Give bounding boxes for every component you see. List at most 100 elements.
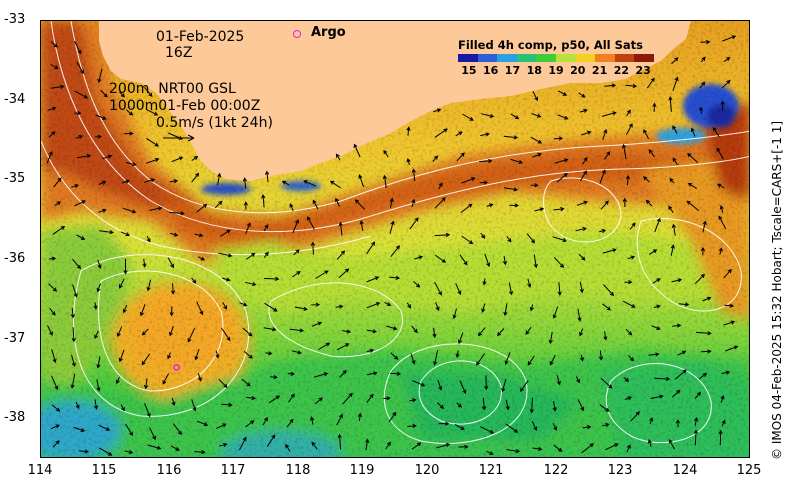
current-vector bbox=[433, 108, 442, 113]
current-vector bbox=[506, 449, 521, 454]
current-vector bbox=[144, 87, 153, 98]
argo-legend-marker bbox=[293, 30, 301, 38]
current-vector bbox=[575, 376, 580, 384]
current-vector bbox=[141, 353, 151, 366]
current-vector bbox=[215, 350, 220, 359]
current-vector bbox=[76, 234, 86, 240]
current-vector bbox=[141, 328, 149, 336]
current-vector bbox=[549, 354, 556, 366]
current-vector bbox=[693, 416, 699, 426]
x-tick-label: 123 bbox=[607, 463, 633, 478]
current-vector bbox=[598, 228, 607, 234]
current-vector bbox=[265, 170, 270, 183]
current-vector bbox=[497, 328, 505, 337]
current-vector bbox=[98, 180, 107, 185]
current-vector bbox=[76, 61, 84, 75]
current-vector bbox=[481, 397, 487, 411]
current-vector bbox=[167, 352, 172, 360]
current-vector bbox=[338, 268, 350, 279]
current-vector bbox=[294, 306, 308, 311]
current-vector bbox=[600, 200, 609, 210]
current-vector bbox=[577, 200, 588, 206]
current-vector bbox=[598, 350, 604, 361]
current-vector bbox=[693, 429, 699, 446]
current-vector bbox=[95, 114, 107, 120]
current-vector bbox=[269, 374, 278, 380]
current-vector bbox=[409, 217, 419, 230]
current-vector bbox=[461, 177, 476, 184]
current-vector bbox=[716, 183, 725, 189]
current-vector bbox=[139, 304, 146, 317]
current-vector bbox=[648, 249, 658, 255]
map-date: 01-Feb-2025 bbox=[156, 29, 245, 45]
colorbar-label: 23 bbox=[635, 64, 651, 77]
current-vector bbox=[509, 203, 520, 208]
current-vector bbox=[244, 281, 257, 287]
current-vector bbox=[720, 395, 725, 403]
current-vector bbox=[313, 372, 329, 378]
current-vector bbox=[599, 404, 610, 412]
current-vector bbox=[581, 130, 592, 136]
current-vector bbox=[49, 307, 56, 316]
current-vector bbox=[553, 256, 565, 268]
current-vector bbox=[672, 157, 679, 166]
current-vector bbox=[288, 393, 295, 403]
current-vector bbox=[672, 76, 679, 92]
current-vector bbox=[118, 349, 125, 363]
depth-info-line2: 1000m01-Feb 00:00Z bbox=[109, 98, 261, 114]
current-vector bbox=[72, 258, 82, 270]
current-vector bbox=[556, 374, 561, 386]
current-vector bbox=[338, 221, 343, 236]
colorbar-label: 16 bbox=[483, 64, 499, 77]
current-vector bbox=[125, 423, 133, 436]
current-vector bbox=[433, 350, 439, 366]
current-vector bbox=[647, 438, 652, 448]
current-vector bbox=[532, 152, 542, 158]
x-tick-label: 116 bbox=[156, 463, 182, 478]
current-vector bbox=[599, 169, 606, 184]
current-vector bbox=[97, 68, 103, 84]
current-vector bbox=[577, 308, 582, 322]
current-vector bbox=[672, 125, 678, 134]
current-vector bbox=[720, 100, 725, 111]
current-vector bbox=[525, 326, 532, 335]
current-vector bbox=[477, 327, 486, 337]
sst-map[interactable] bbox=[40, 20, 750, 458]
current-vector bbox=[242, 327, 253, 337]
current-vector bbox=[724, 303, 735, 308]
current-vector bbox=[461, 235, 474, 245]
current-vector bbox=[434, 197, 446, 209]
current-vector bbox=[687, 152, 699, 163]
current-vector bbox=[215, 423, 227, 429]
current-vector bbox=[687, 182, 698, 190]
current-vector bbox=[93, 302, 98, 310]
current-vector bbox=[94, 134, 103, 139]
current-vector bbox=[553, 136, 564, 141]
colorbar-label: 17 bbox=[504, 64, 521, 77]
current-vector bbox=[437, 402, 445, 410]
current-vector bbox=[335, 197, 340, 207]
current-vector bbox=[603, 151, 611, 160]
current-vector bbox=[459, 380, 467, 395]
current-vector bbox=[383, 149, 389, 158]
current-vector bbox=[578, 92, 586, 98]
current-vector bbox=[643, 129, 650, 140]
current-vector bbox=[602, 248, 617, 254]
x-tick-label: 115 bbox=[91, 463, 117, 478]
current-vector bbox=[557, 282, 562, 296]
current-vector bbox=[481, 303, 486, 313]
current-vector bbox=[725, 345, 739, 352]
current-vector bbox=[382, 174, 387, 189]
current-vector bbox=[220, 327, 231, 342]
current-vector bbox=[339, 369, 347, 378]
current-vector bbox=[645, 199, 653, 207]
current-vector bbox=[145, 157, 160, 164]
current-vector bbox=[629, 222, 636, 230]
current-vector bbox=[702, 220, 707, 233]
current-vector bbox=[455, 283, 462, 296]
current-vector bbox=[721, 79, 731, 89]
sst-field bbox=[41, 21, 749, 457]
current-vector bbox=[480, 132, 490, 137]
current-vector bbox=[406, 302, 412, 309]
current-vector bbox=[626, 444, 631, 453]
